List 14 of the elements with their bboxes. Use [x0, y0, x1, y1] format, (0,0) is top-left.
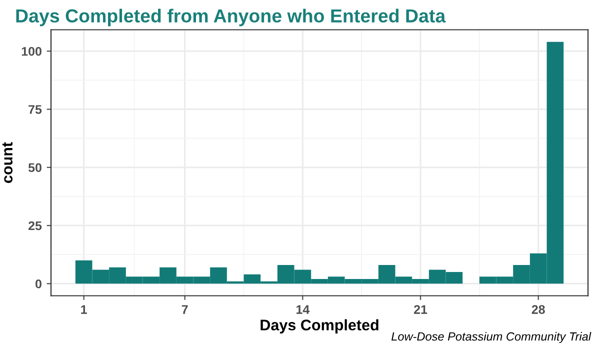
y-tick-label: 75: [28, 105, 42, 114]
y-tick-label: 0: [36, 279, 42, 288]
y-axis-title: count: [2, 142, 13, 183]
y-tick-label: 25: [28, 221, 42, 230]
y-tick-label: 100: [22, 46, 42, 56]
x-tick-label: 28: [532, 305, 545, 314]
text: Low-Dose Potassium Community Trial: [391, 332, 592, 343]
y-tick-label: 50: [28, 163, 42, 172]
x-tick-label: 1: [81, 305, 87, 314]
chart-title: Days Completed from Anyone who Entered Data: [16, 8, 446, 26]
x-tick-label: 21: [414, 305, 428, 314]
x-tick-label: 7: [182, 305, 188, 314]
x-tick-label: 14: [296, 305, 310, 314]
x-axis-title: Days Completed: [260, 319, 378, 334]
